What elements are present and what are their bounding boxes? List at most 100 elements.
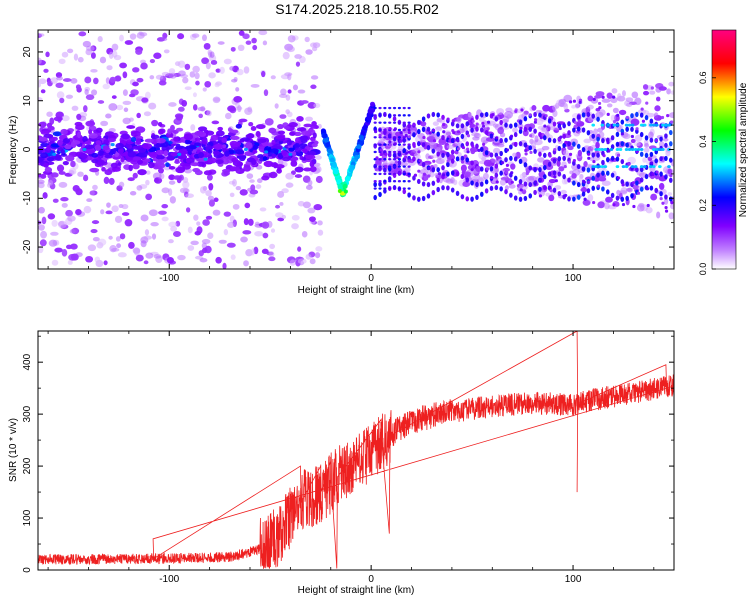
spectral-blob: [296, 116, 304, 122]
spectral-blob: [587, 104, 594, 110]
spectral-blob: [207, 232, 214, 240]
spectral-blob: [285, 182, 294, 188]
spectral-blob: [168, 102, 177, 107]
spectral-blob: [586, 130, 591, 136]
spectral-blob: [596, 184, 601, 188]
spectral-blob: [158, 128, 166, 134]
spectral-blob: [620, 128, 625, 134]
spectral-blob: [668, 177, 673, 183]
spectral-blob: [642, 84, 649, 90]
spectral-blob: [108, 177, 115, 185]
spectral-blob: [610, 172, 615, 178]
spectral-blob: [297, 246, 302, 252]
spectral-blob: [426, 181, 431, 188]
spectral-blob: [538, 167, 542, 173]
spectral-blob: [229, 135, 240, 141]
spectral-blob: [644, 152, 649, 158]
spectral-blob: [513, 122, 518, 128]
spectral-blob: [529, 134, 533, 138]
spectral-blob: [271, 143, 282, 150]
spectral-blob: [290, 160, 298, 167]
spectral-blob: [649, 118, 654, 124]
spectral-blob: [666, 88, 671, 95]
spectral-blob: [76, 131, 82, 139]
spectral-blob: [620, 141, 625, 147]
spectral-blob: [91, 152, 99, 158]
spectral-blob: [393, 127, 397, 131]
spectral-blob: [388, 172, 392, 176]
spectral-blob: [83, 105, 88, 113]
spectral-blob: [668, 196, 673, 202]
spectral-blob: [85, 255, 94, 263]
spectral-blob: [627, 123, 632, 127]
spectral-blob: [388, 187, 392, 190]
spectral-blob: [225, 112, 232, 120]
spectral-blob: [659, 197, 663, 201]
spectral-blob: [606, 123, 611, 127]
spectral-blob: [307, 207, 316, 214]
spectral-blob: [465, 141, 470, 147]
spectral-blob: [612, 123, 617, 127]
spectral-blob: [466, 150, 470, 154]
spectral-blob: [373, 136, 377, 139]
spectral-blob: [600, 123, 605, 127]
spectral-blob: [635, 127, 639, 131]
spectral-blob: [317, 220, 323, 226]
spectral-blob: [177, 152, 182, 156]
spectral-blob: [348, 167, 354, 173]
spectral-blob: [606, 140, 610, 145]
spectral-blob: [453, 179, 458, 186]
spectral-blob: [388, 136, 392, 139]
spectral-blob: [87, 244, 97, 252]
spectral-blob: [182, 181, 190, 189]
spectral-blob: [205, 190, 212, 197]
spectral-blob: [428, 131, 432, 135]
spectral-blob: [276, 168, 282, 174]
spectral-blob: [484, 129, 489, 136]
spectral-blob: [313, 204, 323, 211]
spectral-blob: [281, 214, 287, 219]
spectral-blob: [605, 189, 610, 195]
spectral-blob: [397, 106, 402, 110]
spectral-blob: [112, 50, 118, 58]
spectral-blob: [571, 105, 576, 109]
spectral-blob: [185, 193, 194, 199]
spectral-blob: [513, 131, 518, 138]
spectral-blob: [576, 194, 581, 200]
spectral-blob: [669, 173, 673, 178]
spectral-blob: [465, 177, 470, 183]
spectral-blob: [288, 147, 295, 152]
spectral-blob: [223, 58, 232, 65]
spectral-blob: [279, 202, 284, 206]
spectral-blob: [388, 165, 392, 168]
spectral-blob: [605, 170, 610, 176]
spectral-blob: [611, 88, 618, 94]
spectral-blob: [177, 33, 185, 40]
spectral-blob: [248, 218, 254, 226]
spectral-blob: [201, 57, 209, 65]
spectral-blob: [606, 112, 610, 116]
spectral-blob: [470, 148, 476, 155]
spectral-blob: [201, 34, 207, 42]
spectral-blob: [116, 104, 124, 111]
spectral-blob: [294, 54, 302, 59]
spectral-blob: [373, 194, 377, 201]
spectral-blob: [518, 141, 523, 147]
spectral-blob: [168, 188, 173, 196]
spectral-blob: [325, 142, 331, 148]
spectral-blob: [576, 181, 581, 188]
spectral-blob: [582, 180, 586, 184]
spectral-blob: [40, 130, 50, 135]
spectral-blob: [221, 137, 228, 143]
spectral-blob: [639, 165, 644, 169]
spectral-blob: [91, 89, 98, 96]
spectral-blob: [51, 136, 58, 142]
spectral-blob: [168, 165, 176, 170]
spectral-blob: [299, 155, 304, 161]
spectral-blob: [625, 181, 629, 187]
spectral-blob: [195, 80, 200, 86]
spectral-blob: [57, 139, 63, 147]
spectral-blob: [108, 103, 118, 111]
spectral-blob: [650, 193, 658, 201]
spectral-blob: [652, 165, 656, 169]
